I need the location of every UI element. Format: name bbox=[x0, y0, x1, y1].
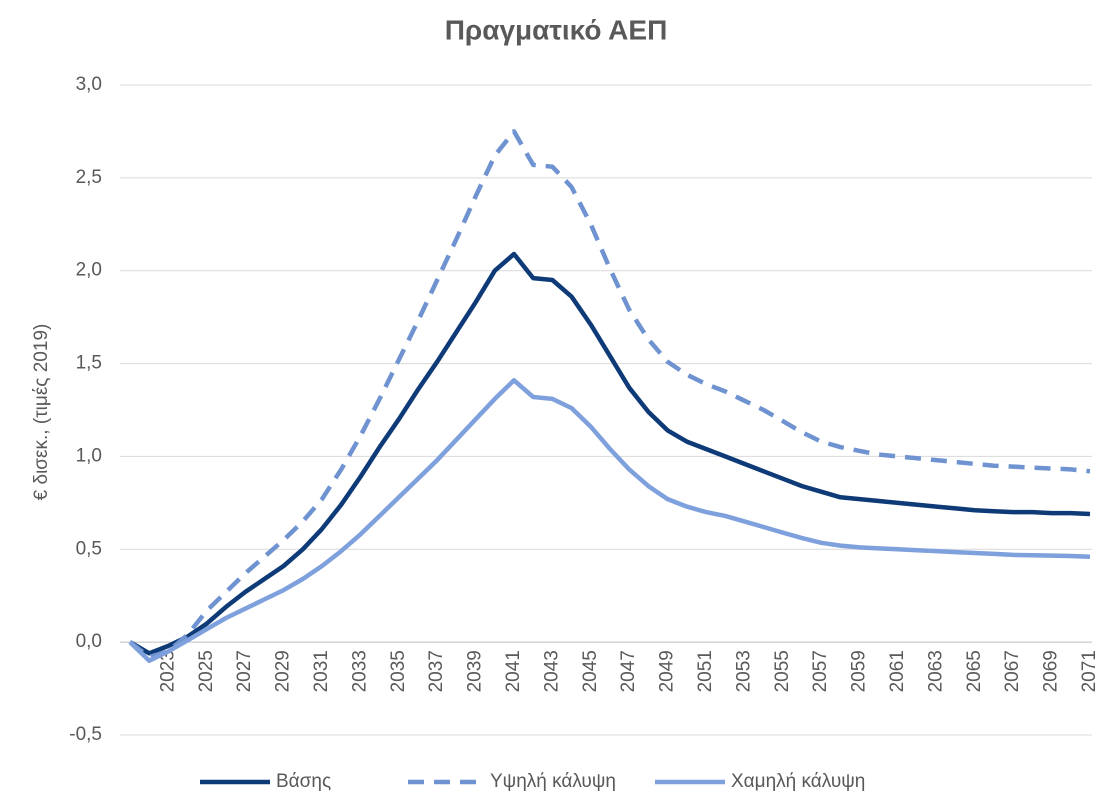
x-tick-label: 2041 bbox=[503, 650, 524, 692]
series-line bbox=[128, 251, 1091, 656]
y-tick-label: 1,0 bbox=[76, 445, 102, 466]
x-tick-label: 2057 bbox=[810, 650, 831, 692]
x-tick-label: 2067 bbox=[1002, 650, 1023, 692]
legend-label: Χαμηλή κάλυψη bbox=[731, 771, 865, 792]
x-tick-label: 2063 bbox=[925, 650, 946, 692]
x-tick-label: 2043 bbox=[541, 650, 562, 692]
x-tick-label: 2033 bbox=[349, 650, 370, 692]
x-tick-label: 2049 bbox=[657, 650, 678, 692]
legend-label: Βάσης bbox=[276, 771, 331, 792]
x-tick-label: 2027 bbox=[234, 650, 255, 692]
chart-title: Πραγματικό ΑΕΠ bbox=[445, 14, 668, 45]
y-tick-label: 0,0 bbox=[76, 631, 102, 652]
x-tick-label: 2039 bbox=[465, 650, 486, 692]
x-tick-label: 2059 bbox=[849, 650, 870, 692]
y-tick-label: 2,0 bbox=[76, 260, 102, 281]
x-tick-label: 2023 bbox=[157, 650, 178, 692]
x-tick-label: 2031 bbox=[311, 650, 332, 692]
x-tick-label: 2037 bbox=[426, 650, 447, 692]
y-axis-title: € δισεκ., (τιμές 2019) bbox=[31, 324, 52, 501]
y-tick-label: -0,5 bbox=[69, 724, 102, 745]
x-tick-label: 2025 bbox=[196, 650, 217, 692]
x-tick-label: 2045 bbox=[580, 650, 601, 692]
x-tick-label: 2061 bbox=[887, 650, 908, 692]
legend-label: Υψηλή κάλυψη bbox=[490, 771, 616, 792]
series-line bbox=[128, 378, 1091, 663]
y-tick-label: 3,0 bbox=[76, 74, 102, 95]
series-line bbox=[128, 129, 1091, 660]
x-tick-label: 2055 bbox=[772, 650, 793, 692]
x-tick-label: 2053 bbox=[733, 650, 754, 692]
x-tick-label: 2035 bbox=[388, 650, 409, 692]
x-tick-label: 2071 bbox=[1079, 650, 1100, 692]
x-tick-label: 2029 bbox=[273, 650, 294, 692]
x-tick-label: 2069 bbox=[1041, 650, 1062, 692]
x-tick-label: 2065 bbox=[964, 650, 985, 692]
y-tick-label: 0,5 bbox=[76, 538, 102, 559]
y-tick-label: 2,5 bbox=[76, 167, 102, 188]
x-tick-label: 2047 bbox=[618, 650, 639, 692]
y-tick-label: 1,5 bbox=[76, 353, 102, 374]
x-tick-label: 2051 bbox=[695, 650, 716, 692]
